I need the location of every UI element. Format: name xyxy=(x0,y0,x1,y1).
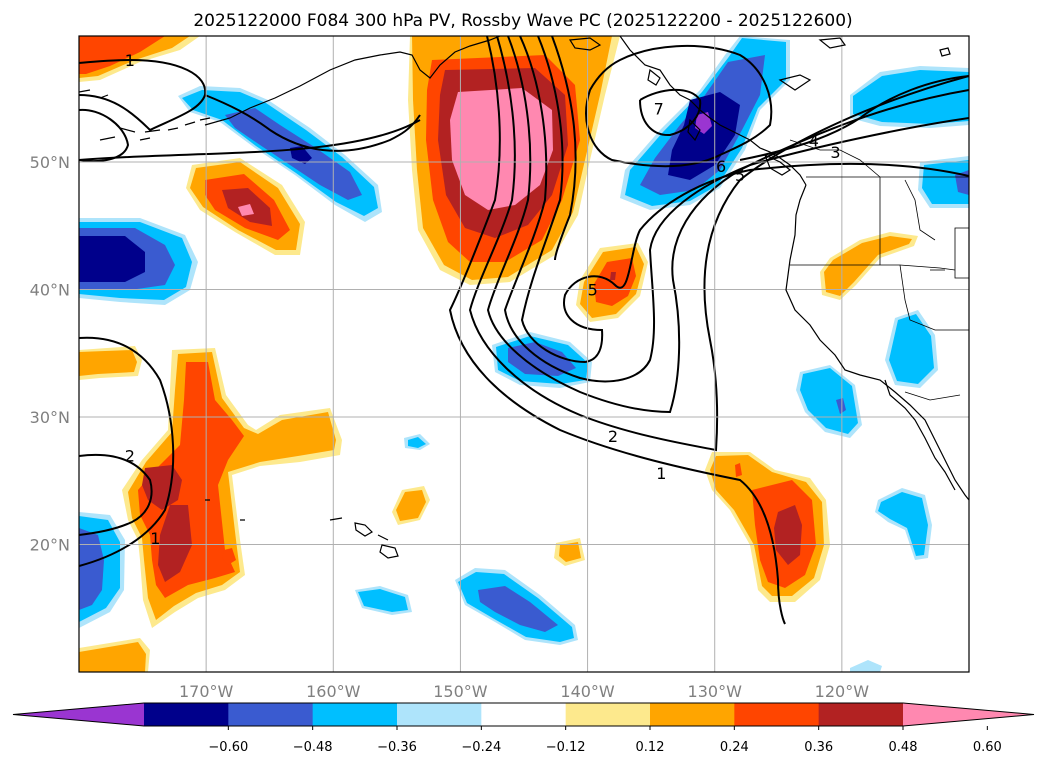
colorbar-segment xyxy=(481,703,567,726)
contour-c1 xyxy=(448,36,786,625)
colorbar-segment xyxy=(312,703,398,726)
lat-tick-label: 20°N xyxy=(30,536,70,555)
anomaly-negative-155w-16n xyxy=(355,434,430,615)
map-frame xyxy=(78,35,970,673)
rossby-wave-contours xyxy=(79,36,969,625)
contour-bc-inner xyxy=(639,88,702,137)
colorbar-tick-label: −0.48 xyxy=(293,740,333,755)
contour-label: 5 xyxy=(735,166,745,185)
contour-ne-4 xyxy=(739,75,969,161)
colorbar: −0.60 −0.48 −0.36 −0.24 −0.12 0.12 0.24 0.36 0.4… xyxy=(12,702,1035,755)
anomaly-negative-west-20n xyxy=(79,512,125,628)
colorbar-tick-label: 0.48 xyxy=(889,740,918,755)
contour-west-2b xyxy=(79,453,153,536)
colorbar-tick-label: 0.60 xyxy=(973,740,1002,755)
contour-label: 6 xyxy=(716,157,726,176)
contour-label: 2 xyxy=(608,427,618,446)
nw-hawaii xyxy=(205,499,245,521)
arctic-islands xyxy=(568,37,951,91)
anomaly-negative-165w-55n xyxy=(178,86,382,222)
colorbar-extend-low xyxy=(13,703,144,726)
baja-coast xyxy=(884,379,956,491)
colorbar-outline xyxy=(12,702,1035,727)
contour-c6-inner xyxy=(551,36,577,261)
colorbar-tick-label: −0.60 xyxy=(208,740,248,755)
lat-tick-label: 30°N xyxy=(30,408,70,427)
colorbar-segment xyxy=(228,703,314,726)
lon-tick-label: 170°W xyxy=(179,682,234,701)
contour-c4 xyxy=(503,36,969,383)
contour-c2 xyxy=(468,36,969,452)
hawaii-islands xyxy=(329,517,399,559)
colorbar-segment xyxy=(734,703,820,726)
colorbar-segment xyxy=(565,703,651,726)
contour-label: 5 xyxy=(588,281,598,300)
colorbar-tick-label: 0.24 xyxy=(720,740,749,755)
colorbar-extend-high xyxy=(903,703,1034,726)
contour-west-loop xyxy=(79,108,130,163)
graticule xyxy=(79,36,969,672)
anomaly-122w-42n xyxy=(820,232,918,300)
contour-label: 7 xyxy=(654,99,664,118)
anomaly-negative-se-small xyxy=(850,660,882,672)
alaska-peninsula-coast xyxy=(204,36,501,126)
lon-tick-label: 150°W xyxy=(433,682,488,701)
lon-tick-label: 120°W xyxy=(815,682,870,701)
colorbar-segment xyxy=(650,703,735,726)
colorbar-segment xyxy=(144,703,229,726)
contour-label: 1 xyxy=(125,51,135,70)
lat-tick-label: 50°N xyxy=(30,153,70,172)
alaska-panhandle-coast xyxy=(619,36,807,186)
contour-west-2 xyxy=(79,336,175,567)
anomaly-165w-50n xyxy=(186,158,305,255)
colorbar-segment xyxy=(818,703,904,726)
contour-c5 xyxy=(520,36,969,364)
lon-tick-label: 130°W xyxy=(688,682,743,701)
anomaly-negative-116w-22n xyxy=(875,488,932,560)
contour-label: 2 xyxy=(125,446,135,465)
anomaly-subtropical-west xyxy=(79,346,342,672)
contour-label: 1 xyxy=(656,464,666,483)
colorbar-tick-label: −0.36 xyxy=(377,740,417,755)
colorbar-tick-label: −0.24 xyxy=(461,740,501,755)
colorbar-tick-label: −0.12 xyxy=(546,740,586,755)
latitude-tick-labels: 20°N 30°N 40°N 50°N xyxy=(30,153,70,555)
colorbar-segment xyxy=(397,703,482,726)
aleutian-islands xyxy=(79,89,211,141)
colorbar-tick-label: 0.12 xyxy=(636,740,665,755)
bc-islands xyxy=(647,68,792,176)
anomaly-negative-nevada xyxy=(885,310,938,388)
contour-label: 3 xyxy=(830,143,840,162)
anomaly-negative-west-44n xyxy=(79,218,198,305)
anomaly-dateline-north xyxy=(79,36,200,82)
lon-tick-label: 160°W xyxy=(306,682,361,701)
contour-label: 4 xyxy=(809,131,819,150)
contour-big-north xyxy=(79,119,421,161)
chart-title: 2025122000 F084 300 hPa PV, Rossby Wave … xyxy=(193,11,852,31)
lon-tick-label: 140°W xyxy=(560,682,615,701)
political-borders xyxy=(789,139,969,401)
anomaly-negative-150w-15n xyxy=(455,568,578,645)
contour-label: 1 xyxy=(150,529,160,548)
colorbar-tick-label: 0.36 xyxy=(804,740,833,755)
us-west-coast xyxy=(785,184,969,501)
longitude-tick-labels: 170°W 160°W 150°W 140°W 130°W 120°W xyxy=(179,682,869,701)
coastlines xyxy=(79,36,969,559)
lat-tick-label: 40°N xyxy=(30,281,70,300)
anomaly-subtropical-east xyxy=(705,452,830,602)
